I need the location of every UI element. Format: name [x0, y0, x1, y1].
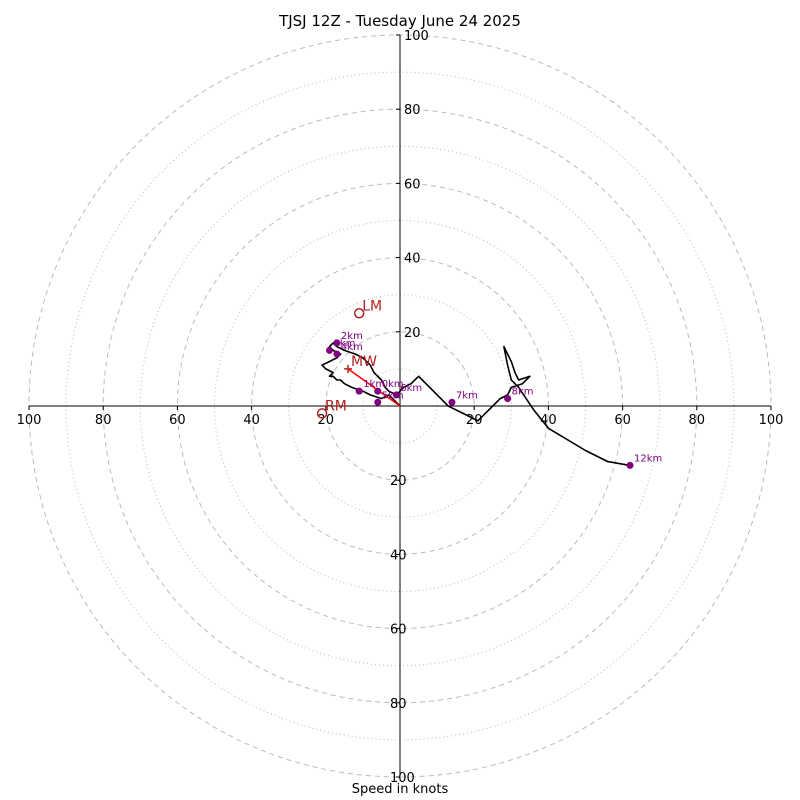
height-marker-point	[326, 346, 334, 354]
storm-motion-label: LM	[362, 298, 382, 314]
axis-ticks: 100 80 60 40 20 20 40 60 80 100100100808060604040…	[17, 29, 784, 786]
storm-motion-point	[344, 364, 353, 373]
y-tick-label: 100	[390, 771, 415, 786]
y-tick-label: 20	[390, 474, 407, 489]
height-marker-point	[355, 387, 363, 395]
y-tick-label: 80	[404, 103, 421, 118]
y-tick-label: 40	[390, 548, 407, 563]
x-axis-label: Speed in knots	[351, 782, 449, 797]
height-marker-label: 6km	[400, 383, 422, 394]
y-tick-label: 80	[390, 697, 407, 712]
y-tick-label: 60	[390, 623, 407, 638]
height-marker-point	[333, 350, 341, 358]
chart-title: TJSJ 12Z - Tuesday June 24 2025	[279, 12, 521, 30]
height-marker-label: 7km	[456, 390, 478, 401]
height-marker-label: 2km	[341, 331, 363, 342]
x-tick-label: 100	[759, 413, 784, 428]
storm-motion-label: RM	[325, 398, 347, 414]
hodograph-line	[321, 342, 631, 467]
height-marker-label: 4km	[341, 342, 363, 353]
y-tick-label: 100	[404, 29, 429, 44]
height-marker-label: 8km	[512, 387, 534, 398]
height-marker-point	[392, 391, 400, 399]
height-marker-label: 12km	[634, 453, 662, 464]
height-marker-point	[374, 387, 382, 395]
y-tick-label: 20	[404, 326, 421, 341]
height-marker-label: 0km	[382, 379, 404, 390]
x-tick-label: 60	[614, 413, 631, 428]
height-marker-label: 3km	[334, 338, 356, 349]
x-tick-label: 80	[95, 413, 112, 428]
x-tick-label: 20	[318, 413, 335, 428]
height-marker-point	[333, 339, 341, 347]
storm-motion-label: MW	[351, 354, 377, 370]
hodograph-series	[321, 342, 631, 467]
x-tick-label: 100	[17, 413, 42, 428]
height-marker-point	[504, 395, 512, 403]
storm-motion-point	[353, 308, 365, 319]
storm-motion-markers: LM MW RM	[316, 298, 382, 419]
height-marker-label: 5km	[382, 390, 404, 401]
x-tick-label: 80	[689, 413, 706, 428]
height-marker-label: 1km	[363, 379, 385, 390]
height-marker-point	[626, 461, 634, 469]
x-tick-label: 60	[169, 413, 186, 428]
height-marker-point	[448, 398, 456, 406]
y-tick-label: 40	[404, 252, 421, 267]
height-marker-point	[374, 398, 382, 406]
shear-vector	[347, 368, 401, 407]
y-tick-label: 60	[404, 177, 421, 192]
storm-motion-point	[316, 408, 328, 419]
x-tick-label: 40	[243, 413, 260, 428]
